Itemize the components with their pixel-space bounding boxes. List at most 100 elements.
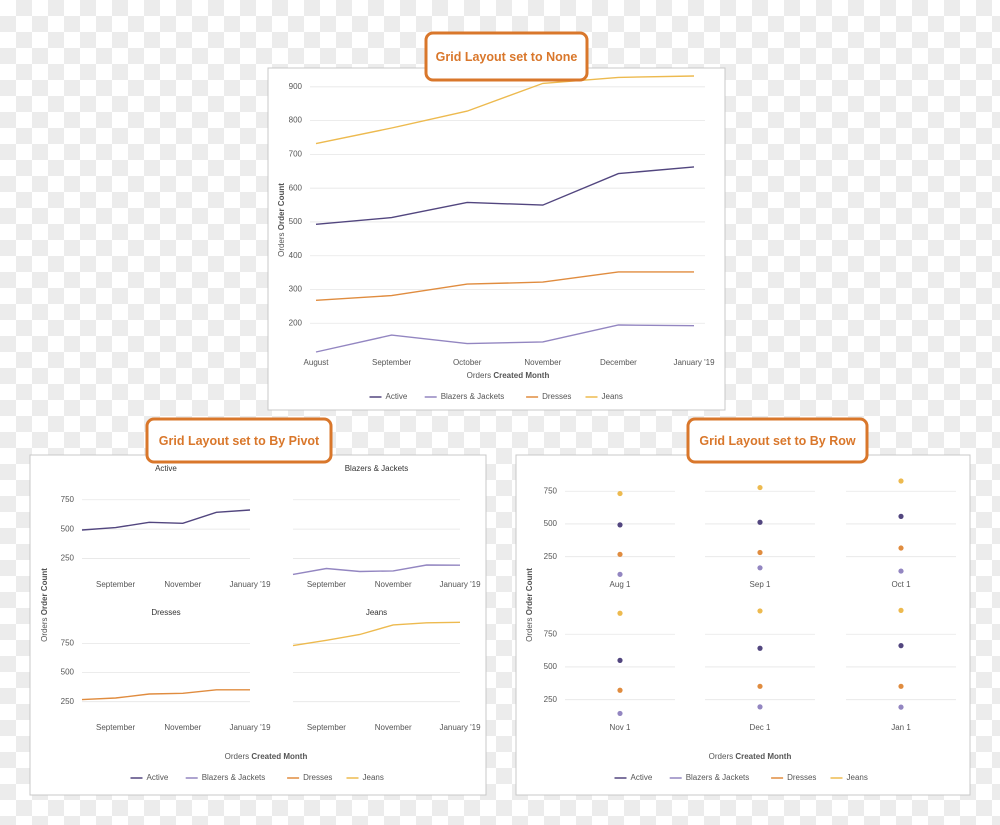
- x-tick-label: Sep 1: [750, 580, 771, 589]
- x-tick-label: October: [453, 358, 482, 367]
- data-point: [617, 571, 623, 577]
- x-tick-label: September: [307, 580, 346, 589]
- y-tick-label: 900: [289, 82, 303, 91]
- data-point: [617, 551, 623, 557]
- x-axis-title: Orders Created Month: [467, 371, 550, 380]
- y-tick-label: 700: [289, 149, 303, 158]
- legend-label: Active: [386, 392, 408, 401]
- panel-title: Jeans: [366, 608, 387, 617]
- chart-frame: [515, 454, 971, 796]
- y-axis-title: Orders Order Count: [40, 568, 49, 642]
- y-tick-label: 250: [544, 552, 558, 561]
- y-tick-label: 600: [289, 183, 303, 192]
- y-axis-title-main: Order Count: [525, 568, 534, 615]
- data-point: [898, 704, 904, 710]
- data-point: [757, 645, 763, 651]
- y-tick-label: 750: [61, 639, 75, 648]
- x-axis-title-prefix: Orders: [467, 371, 491, 380]
- legend-label: Jeans: [363, 773, 384, 782]
- y-tick-label: 200: [289, 318, 303, 327]
- x-tick-label: November: [164, 723, 201, 732]
- y-tick-label: 500: [544, 662, 558, 671]
- x-tick-label: August: [304, 358, 330, 367]
- x-tick-label: January '19: [439, 723, 481, 732]
- series-line: [315, 166, 695, 225]
- series-line: [81, 689, 250, 701]
- data-point: [757, 565, 763, 571]
- y-axis-title-prefix: Orders: [525, 617, 534, 641]
- y-tick-label: 500: [61, 524, 75, 533]
- y-tick-label: 250: [544, 695, 558, 704]
- legend-label: Jeans: [847, 773, 868, 782]
- data-point: [898, 513, 904, 519]
- y-tick-label: 400: [289, 251, 303, 260]
- data-point: [898, 643, 904, 649]
- series-line: [315, 75, 695, 145]
- data-point: [757, 608, 763, 614]
- x-tick-label: January '19: [439, 580, 481, 589]
- legend-label: Dresses: [787, 773, 816, 782]
- callout-box: [424, 31, 589, 82]
- x-tick-label: September: [372, 358, 411, 367]
- x-tick-label: Oct 1: [891, 580, 911, 589]
- data-point: [757, 704, 763, 710]
- legend-label: Active: [631, 773, 653, 782]
- y-tick-label: 500: [289, 217, 303, 226]
- data-point: [757, 484, 763, 491]
- legend-label: Blazers & Jackets: [202, 773, 266, 782]
- x-axis-title-prefix: Orders: [225, 752, 249, 761]
- chart-frame: [29, 454, 487, 796]
- x-axis-title: Orders Created Month: [225, 752, 308, 761]
- x-axis-title-main: Created Month: [493, 371, 549, 380]
- y-tick-label: 750: [544, 629, 558, 638]
- callout-box: [145, 417, 333, 464]
- y-axis-title-main: Order Count: [40, 568, 49, 615]
- series-line: [81, 509, 251, 531]
- y-axis-title: Orders Order Count: [277, 183, 286, 257]
- data-point: [617, 490, 623, 497]
- x-tick-label: Jan 1: [891, 723, 911, 732]
- panel-title: Dresses: [151, 608, 180, 617]
- data-point: [757, 549, 763, 556]
- data-point: [757, 683, 763, 689]
- callout-text: Grid Layout set to None: [436, 50, 578, 64]
- data-point: [757, 519, 763, 525]
- y-axis-title-prefix: Orders: [40, 617, 49, 641]
- x-axis-title-main: Created Month: [251, 752, 307, 761]
- x-tick-label: September: [96, 723, 135, 732]
- y-tick-label: 750: [544, 486, 558, 495]
- x-tick-label: September: [307, 723, 346, 732]
- x-tick-label: November: [375, 580, 412, 589]
- y-tick-label: 250: [61, 697, 75, 706]
- legend-label: Dresses: [542, 392, 571, 401]
- y-axis-title-prefix: Orders: [277, 232, 286, 256]
- data-point: [617, 522, 623, 528]
- legend-label: Blazers & Jackets: [441, 392, 505, 401]
- x-tick-label: January '19: [229, 723, 271, 732]
- x-tick-label: January '19: [673, 358, 715, 367]
- x-tick-label: November: [164, 580, 201, 589]
- data-point: [617, 610, 623, 616]
- x-axis-title-prefix: Orders: [709, 752, 733, 761]
- legend-label: Active: [147, 773, 169, 782]
- y-tick-label: 250: [61, 554, 75, 563]
- data-point: [898, 545, 904, 551]
- data-point: [898, 568, 904, 574]
- x-tick-label: December: [600, 358, 637, 367]
- callout-text: Grid Layout set to By Row: [699, 434, 856, 448]
- y-tick-label: 500: [544, 519, 558, 528]
- x-tick-label: Nov 1: [610, 723, 631, 732]
- x-tick-label: November: [375, 723, 412, 732]
- x-tick-label: January '19: [229, 580, 271, 589]
- x-axis-title-main: Created Month: [735, 752, 791, 761]
- x-tick-label: September: [96, 580, 135, 589]
- y-axis-title: Orders Order Count: [525, 568, 534, 642]
- legend-label: Jeans: [602, 392, 623, 401]
- callout-box: [686, 417, 869, 464]
- data-point: [898, 478, 904, 484]
- data-point: [617, 687, 623, 693]
- y-tick-label: 800: [289, 116, 303, 125]
- panel-title: Active: [155, 464, 177, 473]
